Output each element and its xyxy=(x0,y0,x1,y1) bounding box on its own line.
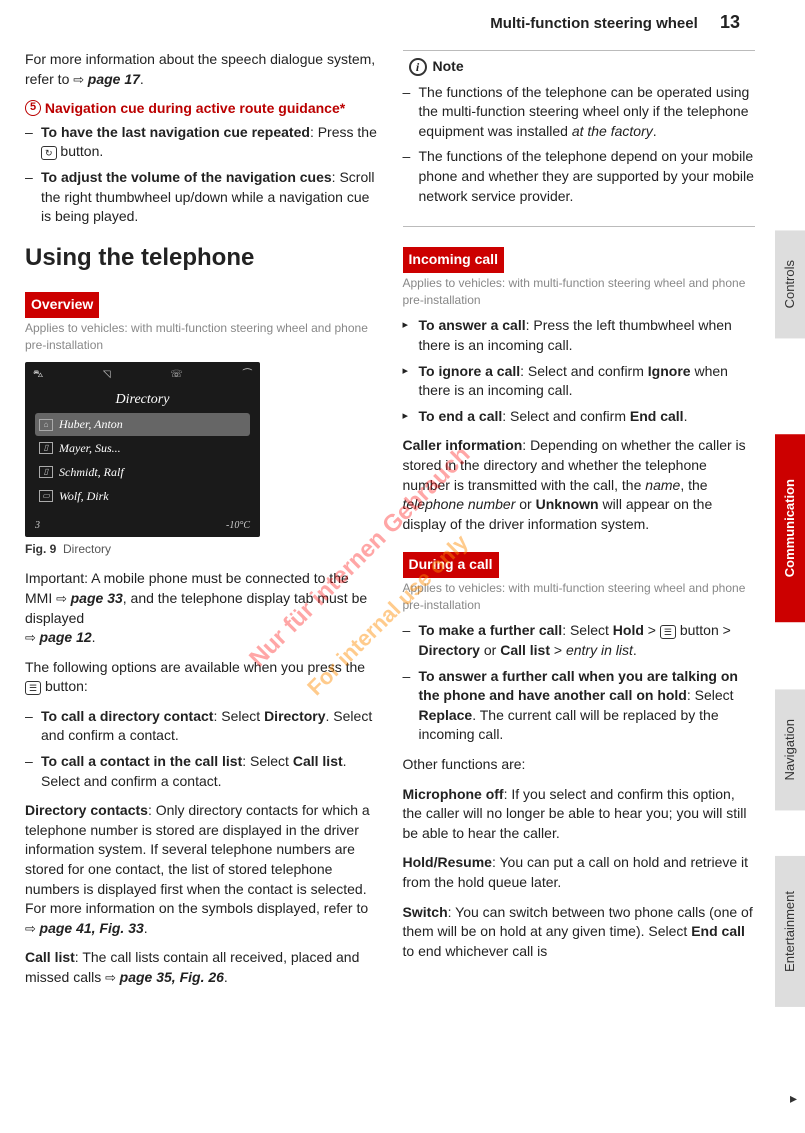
call-options-list: To call a directory contact: Select Dire… xyxy=(25,707,378,791)
next-page-arrow-icon: ▸ xyxy=(790,1089,797,1109)
hold-resume-para: Hold/Resume: You can put a call on hold … xyxy=(403,853,756,892)
screen-item: ▯Mayer, Sus... xyxy=(35,437,250,460)
work-icon: ▭ xyxy=(39,490,53,502)
page-header: Multi-function steering wheel 13 xyxy=(0,10,750,35)
during-call-bar: During a call xyxy=(403,552,499,578)
list-item: To have the last navigation cue repeated… xyxy=(25,123,378,162)
overview-bar: Overview xyxy=(25,292,99,318)
screen-list: ⌂Huber, Anton ▯Mayer, Sus... ▯Schmidt, R… xyxy=(35,413,250,507)
tab-communication[interactable]: Communication xyxy=(775,434,805,622)
link-arrow-icon: ⇨ xyxy=(56,591,71,606)
list-item: To call a directory contact: Select Dire… xyxy=(25,707,378,746)
list-item: To answer a further call when you are ta… xyxy=(403,667,756,745)
list-item: To call a contact in the call list: Sele… xyxy=(25,752,378,791)
screen-item: ▯Schmidt, Ralf xyxy=(35,461,250,484)
link-arrow-icon: ⇨ xyxy=(73,72,88,87)
note-list: The functions of the telephone can be op… xyxy=(403,83,756,207)
side-tabs: Controls Communication Navigation Entert… xyxy=(775,0,805,1133)
list-item: To answer a call: Press the left thumbwh… xyxy=(403,316,756,355)
link-arrow-icon: ⇨ xyxy=(105,970,120,985)
directory-contacts-para: Directory contacts: Only directory conta… xyxy=(25,801,378,938)
during-list: To make a further call: Select Hold > ☰ … xyxy=(403,621,756,745)
applies-note: Applies to vehicles: with multi-function… xyxy=(403,275,756,309)
tab-navigation[interactable]: Navigation xyxy=(775,689,805,810)
screen-item: ▭Wolf, Dirk xyxy=(35,485,250,508)
repeat-button-icon: ↻ xyxy=(41,146,57,160)
figure-caption: Fig. 9 Directory xyxy=(25,541,378,558)
applies-note: Applies to vehicles: with multi-function… xyxy=(25,320,378,354)
circled-5-icon: 5 xyxy=(25,100,41,116)
screen-bottom: 3 -10°C xyxy=(25,519,260,533)
home-icon: ⌂ xyxy=(39,419,53,431)
info-icon: i xyxy=(409,58,427,76)
menu-button-icon: ☰ xyxy=(660,625,676,639)
link-arrow-icon: ⇨ xyxy=(25,630,40,645)
nav-cue-list: To have the last navigation cue repeated… xyxy=(25,123,378,227)
options-para: The following options are available when… xyxy=(25,658,378,697)
list-item: To adjust the volume of the navigation c… xyxy=(25,168,378,227)
figure-9-screen: ⛍ ◹ ☏ ⏜ Directory ⌂Huber, Anton ▯Mayer, … xyxy=(25,362,260,537)
list-item: To end a call: Select and confirm End ca… xyxy=(403,407,756,427)
nav-cue-heading: 5 Navigation cue during active route gui… xyxy=(25,99,378,119)
applies-note: Applies to vehicles: with multi-function… xyxy=(403,580,756,614)
mobile-icon: ▯ xyxy=(39,442,53,454)
page: Multi-function steering wheel 13 For mor… xyxy=(0,0,805,1133)
screen-top-icons: ⛍ ◹ ☏ ⏜ xyxy=(25,362,260,388)
mic-off-para: Microphone off: If you select and confir… xyxy=(403,785,756,844)
content-area: For more information about the speech di… xyxy=(0,0,775,1133)
incoming-call-bar: Incoming call xyxy=(403,247,504,273)
link-arrow-icon: ⇨ xyxy=(25,921,40,936)
note-box: iNote The functions of the telephone can… xyxy=(403,50,756,227)
list-item: To ignore a call: Select and confirm Ign… xyxy=(403,362,756,401)
caller-info-para: Caller information: Depending on whether… xyxy=(403,436,756,534)
switch-para: Switch: You can switch between two phone… xyxy=(403,903,756,962)
phone-icon: ☏ xyxy=(170,368,183,382)
incoming-list: To answer a call: Press the left thumbwh… xyxy=(403,316,756,426)
hangup-icon: ⏜ xyxy=(242,368,252,382)
nav-icon: ◹ xyxy=(103,368,111,382)
list-item: To make a further call: Select Hold > ☰ … xyxy=(403,621,756,660)
note-heading: iNote xyxy=(409,57,756,77)
screen-item: ⌂Huber, Anton xyxy=(35,413,250,436)
call-list-para: Call list: The call lists contain all re… xyxy=(25,948,378,987)
tab-controls[interactable]: Controls xyxy=(775,230,805,338)
other-functions: Other functions are: xyxy=(403,755,756,775)
header-title: Multi-function steering wheel xyxy=(490,15,698,32)
telephone-heading: Using the telephone xyxy=(25,241,378,275)
list-item: The functions of the telephone depend on… xyxy=(403,147,756,206)
important-para: Important: A mobile phone must be connec… xyxy=(25,569,378,647)
page-number: 13 xyxy=(720,10,740,35)
tab-entertainment[interactable]: Entertainment xyxy=(775,856,805,1007)
car-icon: ⛍ xyxy=(33,368,43,382)
menu-button-icon: ☰ xyxy=(25,681,41,695)
mobile-icon: ▯ xyxy=(39,466,53,478)
screen-title: Directory xyxy=(25,388,260,414)
list-item: The functions of the telephone can be op… xyxy=(403,83,756,142)
left-column: For more information about the speech di… xyxy=(25,10,378,1113)
intro-para: For more information about the speech di… xyxy=(25,50,378,89)
right-column: iNote The functions of the telephone can… xyxy=(403,10,756,1113)
